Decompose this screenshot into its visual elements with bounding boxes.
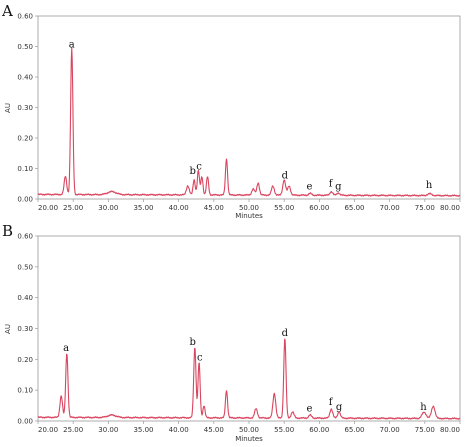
x-tick-label: 25.00 (63, 426, 83, 434)
peak-label: c (196, 162, 202, 173)
panel-b-x-axis-title: Minutes (235, 435, 263, 443)
x-tick-label: 45.00 (204, 426, 224, 434)
y-tick-label: 0.60 (17, 13, 33, 21)
peak-label: f (329, 397, 334, 408)
y-tick-label: 0.40 (17, 294, 33, 302)
peak-label: b (190, 166, 196, 177)
peak-label: e (307, 403, 313, 414)
x-tick-label: 75.00 (415, 204, 435, 212)
x-tick-label: 70.00 (380, 426, 400, 434)
panel-b-peak-labels: a bc d e f g h (63, 328, 427, 415)
x-tick-label: 25.00 (63, 204, 83, 212)
y-tick-label: 0.00 (17, 196, 33, 204)
panel-a-letter: A (1, 2, 13, 20)
x-tick-label: 40.00 (169, 426, 189, 434)
y-tick-label: 0.60 (17, 233, 33, 241)
panel-b: B 0.00 0.10 0.20 0.30 0.40 0.50 0.60 20.00 25.0… (2, 222, 461, 443)
peak-label: h (420, 402, 427, 413)
y-tick-label: 0.30 (17, 325, 33, 333)
x-tick-label: 35.00 (133, 204, 153, 212)
peak-label: b (190, 337, 196, 348)
x-tick-label: 50.00 (239, 204, 259, 212)
x-tick-label: 60.00 (309, 426, 329, 434)
panel-b-y-ticks: 0.00 0.10 0.20 0.30 0.40 0.50 0.60 (17, 233, 38, 426)
peak-label: e (307, 181, 313, 192)
x-tick-label: 30.00 (98, 204, 118, 212)
x-tick-label: 20.00 (38, 426, 58, 434)
peak-label: d (282, 171, 289, 182)
panel-a-plot-frame (37, 15, 461, 200)
y-tick-label: 0.00 (17, 418, 33, 426)
panel-a-y-axis-title: AU (4, 103, 12, 113)
peak-label: a (69, 40, 75, 51)
x-tick-label: 60.00 (309, 204, 329, 212)
y-tick-label: 0.10 (17, 387, 33, 395)
panel-a-y-ticks: 0.00 0.10 0.20 0.30 0.40 0.50 0.60 (17, 13, 38, 204)
x-tick-label: 50.00 (239, 426, 259, 434)
x-tick-label: 80.00 (440, 426, 460, 434)
panel-a-trace (37, 47, 461, 197)
y-tick-label: 0.50 (17, 263, 33, 271)
panel-b-x-ticks: 20.00 25.00 30.00 35.00 40.00 45.00 50.00 55.00… (37, 421, 461, 434)
x-tick-label: 20.00 (38, 204, 58, 212)
x-tick-label: 75.00 (415, 426, 435, 434)
x-tick-label: 65.00 (344, 204, 364, 212)
x-tick-label: 40.00 (169, 204, 189, 212)
panel-a-x-ticks: 20.00 25.00 30.00 35.00 40.00 45.00 50.00 55.00… (37, 199, 461, 212)
panel-b-letter: B (2, 222, 13, 240)
y-tick-label: 0.20 (17, 135, 33, 143)
panel-a-x-axis-title: Minutes (235, 212, 263, 220)
peak-label: f (329, 178, 334, 189)
panel-a-peak-labels: a b c d e f g h (69, 40, 433, 193)
panel-a: A 0.00 0.10 0.20 0.30 0.40 0.50 0.60 20.00 25.0… (1, 2, 461, 220)
peak-label: g (335, 181, 342, 192)
y-tick-label: 0.30 (17, 104, 33, 112)
x-tick-label: 55.00 (274, 204, 294, 212)
peak-label: a (63, 343, 69, 354)
panel-b-trace (37, 338, 461, 420)
x-tick-label: 70.00 (380, 204, 400, 212)
y-tick-label: 0.50 (17, 43, 33, 51)
peak-label: h (426, 180, 433, 191)
peak-label: c (197, 352, 203, 363)
panel-b-plot-frame (37, 235, 461, 422)
panel-b-y-axis-title: AU (4, 324, 12, 334)
x-tick-label: 45.00 (204, 204, 224, 212)
x-tick-label: 55.00 (274, 426, 294, 434)
peak-label: g (336, 402, 343, 413)
x-tick-label: 30.00 (98, 426, 118, 434)
y-tick-label: 0.40 (17, 74, 33, 82)
x-tick-label: 80.00 (440, 204, 460, 212)
y-tick-label: 0.20 (17, 356, 33, 364)
y-tick-label: 0.10 (17, 165, 33, 173)
x-tick-label: 65.00 (344, 426, 364, 434)
x-tick-label: 35.00 (133, 426, 153, 434)
peak-label: d (282, 328, 289, 339)
